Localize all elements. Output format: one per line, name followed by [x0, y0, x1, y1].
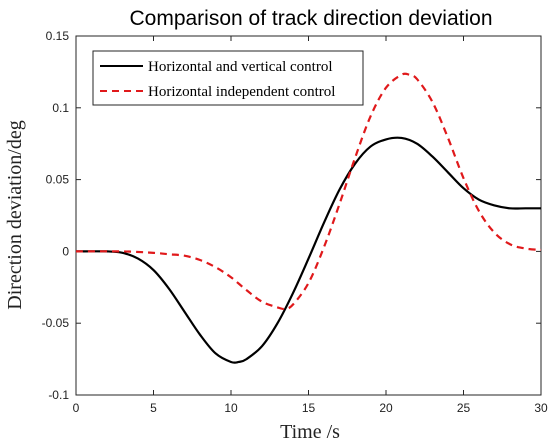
legend-label-series-1: Horizontal and vertical control	[148, 59, 333, 75]
legend: Horizontal and vertical control Horizont…	[92, 50, 364, 106]
x-tick-label: 0	[73, 401, 80, 415]
y-tick-label: 0.1	[52, 101, 69, 115]
x-tick-label: 25	[457, 401, 471, 415]
series-layer	[75, 72, 542, 364]
chart-title: Comparison of track direction deviation	[129, 7, 492, 30]
x-axis-label: Time /s	[280, 421, 340, 443]
axis-ticks: 0 5 10 15 20 25 30 -0.1 -0.05 0 0.05 0.1 0.15	[42, 29, 548, 415]
y-tick-label: -0.1	[48, 388, 69, 402]
legend-box	[92, 50, 364, 106]
y-tick-label: 0	[62, 244, 69, 258]
y-axis-label: Direction deviation/deg	[4, 120, 26, 309]
x-tick-label: 15	[302, 401, 316, 415]
legend-label-series-2: Horizontal independent control	[148, 84, 335, 100]
series-line-2	[75, 72, 542, 311]
series-line-1	[75, 136, 541, 364]
y-tick-label: 0.15	[46, 29, 70, 43]
x-tick-label: 30	[534, 401, 548, 415]
y-tick-label: -0.05	[42, 316, 70, 330]
y-tick-label: 0.05	[46, 173, 70, 187]
x-tick-label: 10	[224, 401, 238, 415]
x-tick-label: 5	[150, 401, 157, 415]
x-tick-label: 20	[379, 401, 393, 415]
